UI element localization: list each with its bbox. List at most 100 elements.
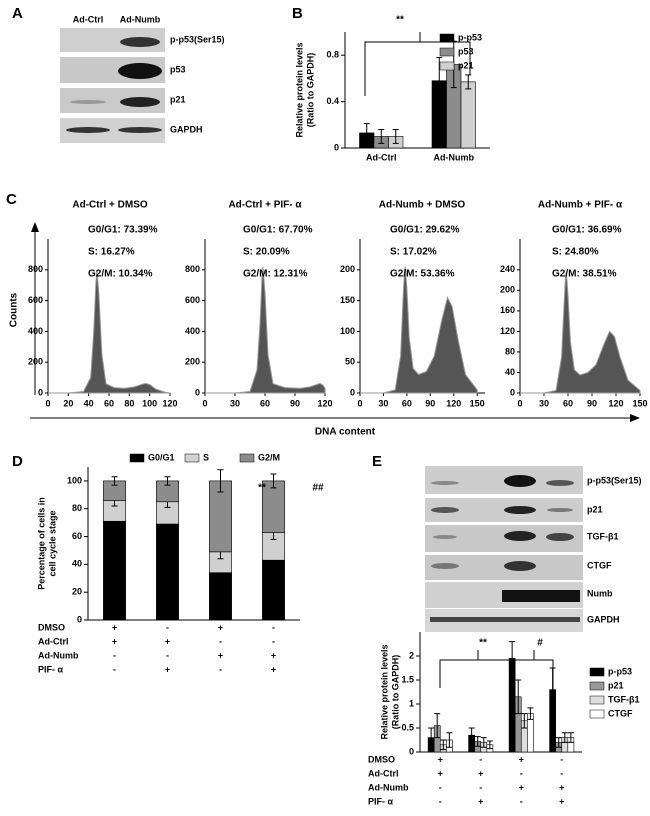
legend-swatch (589, 667, 605, 677)
condition-sign: + (218, 622, 223, 632)
lane-label: Ad-Ctrl (73, 14, 104, 24)
condition-sign: + (438, 768, 443, 778)
x-tick-label: Ad-Numb (434, 152, 475, 162)
phase-percent: G0/G1: 67.70% (243, 225, 313, 236)
arrow-head (31, 222, 39, 232)
phase-percent: S: 20.09% (243, 247, 290, 258)
condition-sign: - (560, 768, 563, 778)
bracket (364, 41, 471, 96)
annotation: # (537, 638, 543, 649)
x-tick-label: 60 (563, 398, 573, 408)
y-tick-label: 0 (77, 614, 82, 624)
histogram-area (360, 266, 478, 394)
error-bar (527, 707, 534, 720)
x-tick-label: 150 (470, 398, 485, 408)
error-bar (515, 679, 522, 715)
y-tick-label: 800 (185, 264, 200, 274)
annotation: ** (396, 15, 404, 26)
arrow-head (630, 414, 640, 422)
y-tick-label: 80 (72, 503, 82, 513)
condition-sign: + (559, 796, 564, 806)
y-tick-label: 400 (28, 326, 43, 336)
blot-a: Ad-Ctrl Ad-Numb p-p53(Ser15) p53 p21 GAP… (60, 14, 225, 143)
band-label: p21 (170, 94, 186, 104)
x-tick-label: 20 (63, 398, 73, 408)
error-bar (217, 469, 224, 493)
x-tick-label: 90 (290, 398, 300, 408)
condition-sign: - (166, 650, 169, 660)
condition-sign: - (272, 636, 275, 646)
condition-label: PIF- α (368, 796, 393, 806)
panel-label: C (6, 191, 17, 208)
legend-swatch (439, 47, 455, 57)
x-tick-label: 30 (539, 398, 549, 408)
phase-percent: S: 17.02% (390, 247, 437, 258)
y-tick-label: 40 (72, 559, 82, 569)
condition-sign: + (438, 754, 443, 764)
phase-percent: G0/G1: 73.39% (88, 225, 158, 236)
y-axis-label: (Ratio to GAPDH) (390, 655, 400, 730)
band-label: CTGF (587, 560, 612, 570)
legend-swatch (439, 33, 455, 43)
x-tick-label: 40 (84, 398, 94, 408)
band-label: Numb (587, 588, 613, 598)
y-tick-label: 800 (28, 264, 43, 274)
x-tick-label: 120 (446, 398, 461, 408)
bar (460, 81, 476, 149)
y-axis-label: Relative protein levels (379, 644, 389, 739)
error-bar (164, 476, 171, 486)
y-tick-label: 0.8 (326, 50, 339, 60)
y-tick-label: 20 (72, 587, 82, 597)
condition-sign: + (112, 622, 117, 632)
condition-sign: - (560, 754, 563, 764)
phase-percent: S: 16.27% (88, 247, 135, 258)
x-tick-label: 150 (632, 398, 647, 408)
band-label: p21 (587, 504, 603, 514)
x-tick-label: 0 (357, 398, 362, 408)
legend-label: S (203, 452, 209, 462)
condition-label: Ad-Numb (38, 650, 79, 660)
y-tick-label: 2 (409, 650, 414, 660)
condition-label: Ad-Ctrl (368, 768, 399, 778)
condition-sign: - (520, 768, 523, 778)
condition-sign: - (166, 622, 169, 632)
legend-swatch (129, 453, 145, 463)
x-tick-label: 30 (230, 398, 240, 408)
x-tick-label: 90 (587, 398, 597, 408)
y-tick-label: 600 (28, 295, 43, 305)
histogram-title: Ad-Ctrl + PIF- α (228, 200, 302, 211)
condition-sign: + (519, 754, 524, 764)
condition-label: Ad-Numb (368, 782, 409, 792)
y-tick-label: 100 (340, 326, 355, 336)
y-tick-label: 200 (500, 285, 515, 295)
condition-sign: + (271, 664, 276, 674)
y-axis-label: Counts (9, 292, 20, 327)
panel-label: A (12, 5, 23, 22)
phase-percent: G2/M: 53.36% (390, 269, 455, 280)
x-tick-label: 30 (378, 398, 388, 408)
y-tick-label: 80 (505, 346, 515, 356)
y-tick-label: 600 (185, 295, 200, 305)
legend-label: p21 (458, 60, 474, 70)
legend-label: TGF-β1 (608, 694, 640, 704)
lane-label: Ad-Numb (120, 14, 161, 24)
phase-percent: G2/M: 12.31% (243, 269, 308, 280)
x-tick-label: 120 (608, 398, 623, 408)
condition-sign: - (479, 782, 482, 792)
legend-label: p-p53 (608, 666, 632, 676)
histogram-area (205, 266, 326, 394)
band-label: p-p53(Ser15) (170, 34, 225, 44)
y-tick-label: 200 (185, 357, 200, 367)
histogram-area (48, 269, 171, 394)
x-tick-label: 0 (45, 398, 50, 408)
histogram-title: Ad-Ctrl + DMSO (72, 200, 148, 211)
annotation: ** (258, 483, 266, 494)
y-axis-label: Percentage of cells in (36, 497, 46, 590)
y-tick-label: 1.5 (401, 674, 414, 684)
panel-label: D (12, 453, 23, 470)
condition-label: PIF- α (38, 664, 63, 674)
legend-swatch (239, 453, 255, 463)
error-bar (486, 740, 493, 750)
x-tick-label: Ad-Ctrl (366, 152, 397, 162)
